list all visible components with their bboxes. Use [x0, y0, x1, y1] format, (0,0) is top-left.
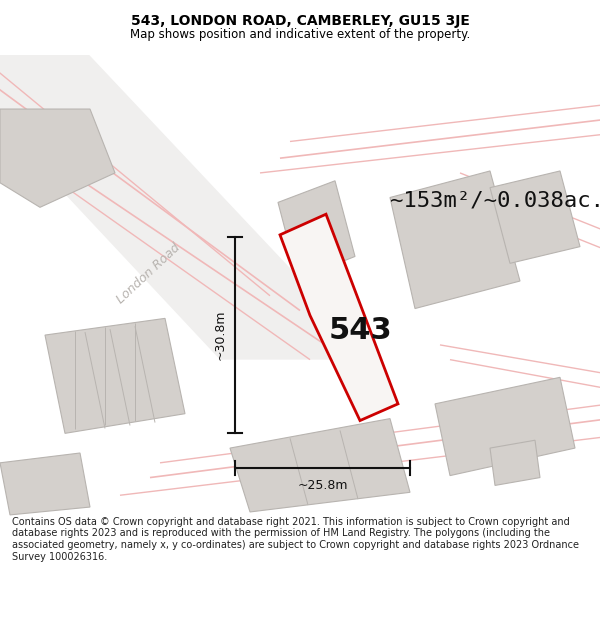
- Polygon shape: [278, 181, 355, 279]
- Polygon shape: [390, 171, 520, 309]
- Polygon shape: [0, 453, 90, 515]
- Polygon shape: [0, 109, 115, 208]
- Polygon shape: [435, 378, 575, 476]
- Text: ~25.8m: ~25.8m: [297, 479, 348, 492]
- Text: 543: 543: [328, 316, 392, 344]
- Polygon shape: [490, 440, 540, 486]
- Text: London Road: London Road: [114, 241, 182, 306]
- Polygon shape: [280, 214, 398, 421]
- Text: Contains OS data © Crown copyright and database right 2021. This information is : Contains OS data © Crown copyright and d…: [12, 517, 579, 562]
- Text: ~153m²/~0.038ac.: ~153m²/~0.038ac.: [390, 191, 600, 211]
- Text: ~30.8m: ~30.8m: [214, 310, 227, 361]
- Polygon shape: [45, 318, 185, 433]
- Text: 543, LONDON ROAD, CAMBERLEY, GU15 3JE: 543, LONDON ROAD, CAMBERLEY, GU15 3JE: [131, 14, 469, 28]
- Polygon shape: [0, 45, 330, 359]
- Text: Map shows position and indicative extent of the property.: Map shows position and indicative extent…: [130, 28, 470, 41]
- Polygon shape: [230, 419, 410, 512]
- Polygon shape: [490, 171, 580, 263]
